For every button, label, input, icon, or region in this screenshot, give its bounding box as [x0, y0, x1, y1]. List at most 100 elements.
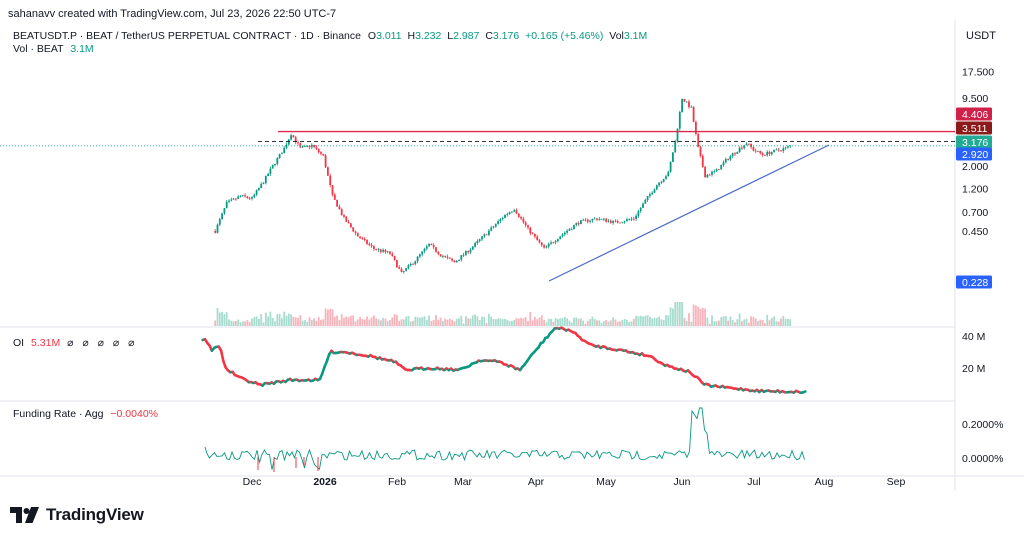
- volume-bar: [315, 320, 318, 326]
- candle-body: [416, 256, 419, 262]
- candle-body: [690, 106, 693, 108]
- volume-bar: [402, 319, 405, 326]
- candle-body: [333, 194, 336, 200]
- candle-body: [780, 150, 782, 152]
- volume-bar: [513, 319, 516, 326]
- volume-bar: [437, 319, 440, 326]
- candle-body: [621, 222, 624, 224]
- volume-bar: [333, 316, 336, 326]
- candle-body: [306, 145, 309, 147]
- candle-body: [336, 199, 338, 207]
- candle-body: [658, 182, 660, 186]
- volume-bar: [336, 315, 338, 326]
- candle-body: [635, 215, 637, 219]
- candle-body: [465, 250, 467, 255]
- volume-bar: [678, 302, 681, 326]
- candle-body: [784, 147, 787, 149]
- open-value: 3.011: [376, 30, 402, 42]
- volume-bar: [494, 319, 497, 326]
- volume-bar: [258, 318, 260, 326]
- volume-bar: [658, 316, 660, 326]
- candle-body: [508, 212, 511, 215]
- volume-bar: [655, 317, 658, 326]
- volume-bar: [373, 315, 375, 326]
- tradingview-logo[interactable]: TradingView: [10, 505, 144, 525]
- candle-body: [221, 213, 223, 220]
- candle-body: [474, 243, 476, 247]
- candle-body: [536, 236, 539, 241]
- volume-bar: [738, 313, 741, 326]
- candle-body: [522, 218, 525, 223]
- candle-body: [327, 167, 329, 176]
- candle-body: [455, 260, 458, 263]
- candle-body: [630, 218, 633, 220]
- volume-bar: [345, 316, 348, 326]
- volume-bar: [568, 320, 571, 326]
- candle-body: [644, 199, 647, 204]
- volume-bar: [448, 318, 451, 326]
- time-axis: Dec 2026 Feb Mar Apr May Jun Jul Aug Sep: [243, 476, 906, 488]
- volume-bar: [639, 315, 642, 326]
- price-tick-label: 9.500: [962, 93, 988, 105]
- candle-body: [775, 149, 778, 151]
- candle-body: [764, 154, 766, 156]
- oi-legend: OI 5.31M ⌀ ⌀ ⌀ ⌀ ⌀: [13, 337, 137, 349]
- volume-bar: [688, 313, 690, 326]
- volume-bar: [451, 319, 453, 326]
- candle-body: [350, 223, 352, 228]
- candle-body: [308, 145, 311, 148]
- candle-body: [538, 240, 541, 243]
- candle-body: [274, 163, 276, 166]
- high-value: 3.232: [415, 30, 442, 42]
- candle-body: [276, 158, 279, 164]
- volume-bar: [764, 323, 766, 326]
- candle-body: [490, 227, 493, 231]
- candle-body: [550, 242, 552, 244]
- oi-label: OI: [13, 337, 25, 349]
- volume-bar: [267, 316, 269, 326]
- volume-bar: [310, 320, 313, 326]
- volume-bar: [787, 318, 789, 326]
- volume-bar: [455, 318, 458, 326]
- volume-bar: [492, 319, 495, 326]
- volume-bar: [340, 314, 343, 326]
- candle-body: [750, 143, 752, 148]
- volume-bar: [672, 308, 674, 326]
- volume-bar: [777, 321, 780, 326]
- candle-body: [628, 219, 631, 221]
- volume-bar: [612, 317, 614, 326]
- volume-bar: [446, 319, 449, 326]
- candle-body: [492, 226, 495, 228]
- funding-tick-label: 0.2000%: [962, 419, 1003, 431]
- volume-bar: [262, 322, 265, 326]
- oi-settings-icons[interactable]: ⌀ ⌀ ⌀ ⌀ ⌀: [67, 337, 138, 349]
- candle-body: [547, 243, 550, 247]
- volume-bar: [699, 308, 702, 326]
- candle-body: [747, 143, 750, 145]
- volume-bar: [630, 321, 633, 326]
- horizontal-levels: [0, 130, 955, 282]
- candle-body: [315, 147, 318, 149]
- volume-bar: [327, 309, 329, 326]
- volume-bar: [614, 319, 617, 326]
- volume-bar: [724, 316, 727, 326]
- candle-body: [340, 209, 343, 216]
- candle-body: [616, 220, 619, 223]
- volume-bar: [695, 305, 697, 326]
- volume-bar: [616, 321, 619, 326]
- volume-bar: [350, 315, 352, 326]
- volume-bar: [471, 315, 474, 326]
- candle-body: [699, 147, 702, 156]
- candle-body: [384, 249, 387, 252]
- volume-bar: [308, 317, 311, 326]
- volume-bar: [338, 319, 341, 326]
- candle-body: [642, 203, 644, 208]
- candle-body: [460, 255, 463, 260]
- volume-bar: [474, 314, 476, 326]
- candle-body: [729, 156, 732, 160]
- volume-bar: [458, 318, 460, 326]
- volume-bar: [423, 316, 426, 326]
- candle-body: [782, 148, 785, 151]
- volume-bar: [706, 317, 709, 326]
